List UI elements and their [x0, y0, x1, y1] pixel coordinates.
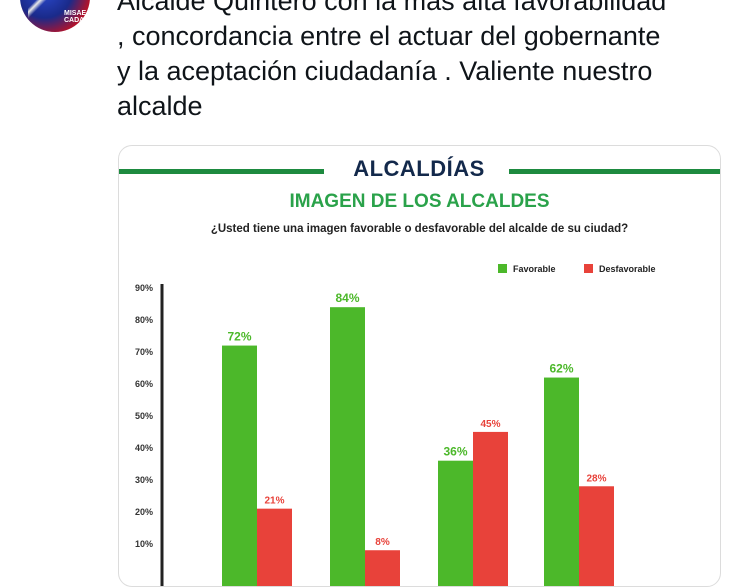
- y-tick-label: 70%: [135, 347, 153, 357]
- data-label-desfavorable: 21%: [264, 496, 284, 507]
- data-label-favorable: 84%: [335, 291, 359, 305]
- avatar[interactable]: MISAE CADA: [20, 0, 90, 32]
- bar-favorable: [222, 345, 257, 586]
- bar-favorable: [330, 307, 365, 586]
- bar-chart: 10% 20% 30% 40% 50% 60% 70% 80% 90% 72% 84% 36% 62% 2…: [135, 283, 614, 586]
- legend-favorable: Favorable: [498, 264, 556, 274]
- data-label-desfavorable: 8%: [375, 537, 390, 548]
- header-rule-right: [509, 169, 720, 174]
- legend-label-favorable: Favorable: [513, 264, 556, 274]
- data-label-favorable: 62%: [549, 362, 573, 376]
- bar-desfavorable: [473, 431, 508, 586]
- tweet-text: Alcalde Quintero con la más alta favorab…: [117, 0, 667, 121]
- data-label-desfavorable: 28%: [586, 473, 606, 484]
- y-tick-label: 30%: [135, 475, 153, 485]
- y-tick-label: 60%: [135, 379, 153, 389]
- y-tick-label: 10%: [135, 539, 153, 549]
- y-tick-label: 40%: [135, 443, 153, 453]
- bar-desfavorable: [257, 508, 292, 586]
- survey-question: ¿Usted tiene una imagen favorable o desf…: [210, 223, 629, 235]
- legend-swatch-desfavorable: [584, 264, 593, 273]
- tweet-image-card[interactable]: ALCALDÍAS IMAGEN DE LOS ALCALDES ¿Usted …: [118, 145, 721, 587]
- y-tick-label: 80%: [135, 315, 153, 325]
- data-label-desfavorable: 45%: [480, 419, 500, 430]
- data-label-favorable: 72%: [227, 330, 251, 344]
- data-label-favorable: 36%: [443, 445, 467, 459]
- header-rule-left: [119, 169, 324, 174]
- legend-desfavorable: Desfavorable: [584, 264, 656, 274]
- legend-swatch-favorable: [498, 264, 507, 273]
- y-tick-label: 50%: [135, 411, 153, 421]
- bar-desfavorable: [365, 550, 400, 586]
- bar-desfavorable: [579, 486, 614, 586]
- avatar-caption: MISAE CADA: [64, 10, 87, 24]
- legend-label-desfavorable: Desfavorable: [599, 264, 656, 274]
- y-tick-label: 90%: [135, 283, 153, 293]
- image-subtitle: IMAGEN DE LOS ALCALDES: [289, 191, 550, 212]
- bar-favorable: [544, 377, 579, 586]
- avatar-graphic: [28, 0, 68, 22]
- image-header: ALCALDÍAS: [353, 156, 485, 181]
- bar-favorable: [438, 460, 473, 586]
- y-tick-label: 20%: [135, 507, 153, 517]
